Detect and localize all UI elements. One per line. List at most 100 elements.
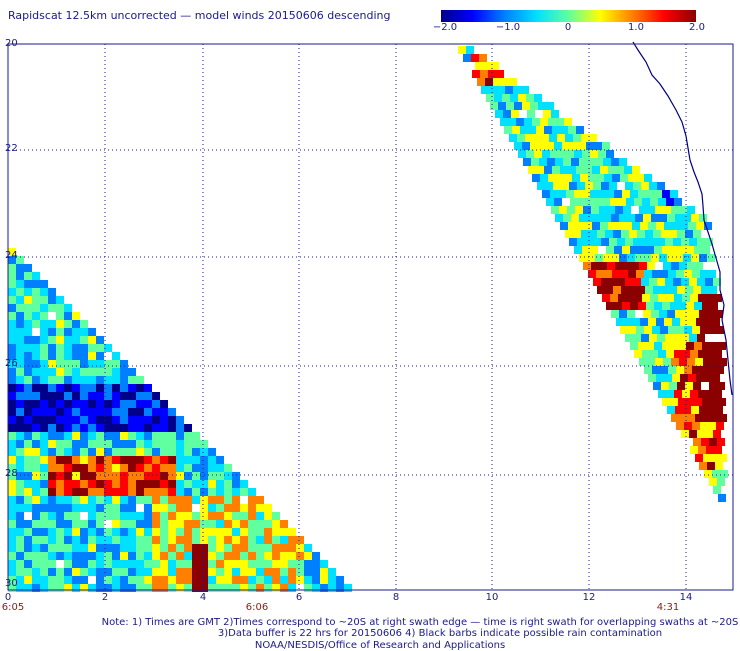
wind-cell <box>208 448 216 456</box>
wind-cell <box>176 432 184 440</box>
wind-cell <box>625 182 633 190</box>
wind-cell <box>56 320 64 328</box>
wind-cell <box>488 70 496 78</box>
wind-cell <box>120 584 128 592</box>
wind-cell <box>200 528 208 536</box>
wind-cell <box>40 424 48 432</box>
wind-cell <box>128 576 136 584</box>
wind-cell <box>80 472 88 480</box>
wind-cell <box>48 360 56 368</box>
wind-cell <box>679 206 687 214</box>
wind-cell <box>192 520 200 528</box>
wind-cell <box>669 382 677 390</box>
wind-cell <box>64 424 72 432</box>
wind-cell <box>24 304 32 312</box>
wind-cell <box>658 350 666 358</box>
wind-cell <box>561 182 569 190</box>
wind-cell <box>494 94 502 102</box>
wind-cell <box>657 182 665 190</box>
wind-cell <box>8 296 16 304</box>
wind-cell <box>503 110 511 118</box>
wind-cell <box>16 560 24 568</box>
wind-cell <box>80 400 88 408</box>
wind-cell <box>128 432 136 440</box>
wind-cell <box>542 190 550 198</box>
wind-cell <box>80 376 88 384</box>
wind-cell <box>176 496 184 504</box>
wind-cell <box>120 432 128 440</box>
wind-cell <box>248 560 256 568</box>
wind-cell <box>224 552 232 560</box>
wind-cell <box>659 310 667 318</box>
wind-cell <box>72 480 80 488</box>
wind-cell <box>168 416 176 424</box>
wind-cell <box>112 464 120 472</box>
wind-cell <box>160 400 168 408</box>
wind-cell <box>72 376 80 384</box>
wind-cell <box>88 360 96 368</box>
wind-cell <box>16 424 24 432</box>
wind-cell <box>96 472 104 480</box>
wind-cell <box>48 536 56 544</box>
wind-cell <box>232 576 240 584</box>
wind-cell <box>682 294 690 302</box>
wind-cell <box>619 214 627 222</box>
wind-cell <box>136 464 144 472</box>
wind-cell <box>160 440 168 448</box>
wind-cell <box>545 182 553 190</box>
wind-cell <box>96 440 104 448</box>
wind-cell <box>160 456 168 464</box>
wind-cell <box>531 158 539 166</box>
wind-cell <box>120 440 128 448</box>
wind-cell <box>152 448 160 456</box>
wind-cell <box>232 528 240 536</box>
wind-cell <box>24 456 32 464</box>
wind-cell <box>32 352 40 360</box>
wind-cell <box>72 320 80 328</box>
wind-cell <box>607 262 615 270</box>
wind-cell <box>705 278 713 286</box>
wind-cell <box>677 230 685 238</box>
wind-cell <box>96 480 104 488</box>
wind-cell <box>678 342 686 350</box>
wind-cell <box>638 246 646 254</box>
wind-cell <box>192 440 200 448</box>
wind-cell <box>272 560 280 568</box>
wind-cell <box>72 440 80 448</box>
wind-cell <box>48 352 56 360</box>
wind-cell <box>539 158 547 166</box>
wind-cell <box>80 496 88 504</box>
wind-cell <box>56 416 64 424</box>
wind-cell <box>574 246 582 254</box>
wind-cell <box>168 488 176 496</box>
wind-cell <box>16 528 24 536</box>
wind-cell <box>578 142 586 150</box>
wind-cell <box>615 262 623 270</box>
wind-cell <box>24 568 32 576</box>
wind-cell <box>634 198 642 206</box>
wind-cell <box>64 584 72 592</box>
wind-cell <box>232 472 240 480</box>
wind-cell <box>88 384 96 392</box>
wind-cell <box>665 278 673 286</box>
wind-cell <box>72 344 80 352</box>
wind-cell <box>672 222 680 230</box>
wind-cell <box>240 504 248 512</box>
wind-cell <box>612 174 620 182</box>
wind-cell <box>641 182 649 190</box>
wind-cell <box>619 254 627 262</box>
wind-cell <box>599 206 607 214</box>
wind-cell <box>24 288 32 296</box>
wind-cell <box>598 190 606 198</box>
wind-cell <box>528 126 536 134</box>
wind-cell <box>128 448 136 456</box>
wind-cell <box>40 536 48 544</box>
wind-cell <box>184 528 192 536</box>
wind-cell <box>691 214 699 222</box>
wind-cell <box>160 432 168 440</box>
wind-cell <box>501 78 509 86</box>
wind-cell <box>152 512 160 520</box>
wind-cell <box>112 352 120 360</box>
wind-cell <box>144 512 152 520</box>
